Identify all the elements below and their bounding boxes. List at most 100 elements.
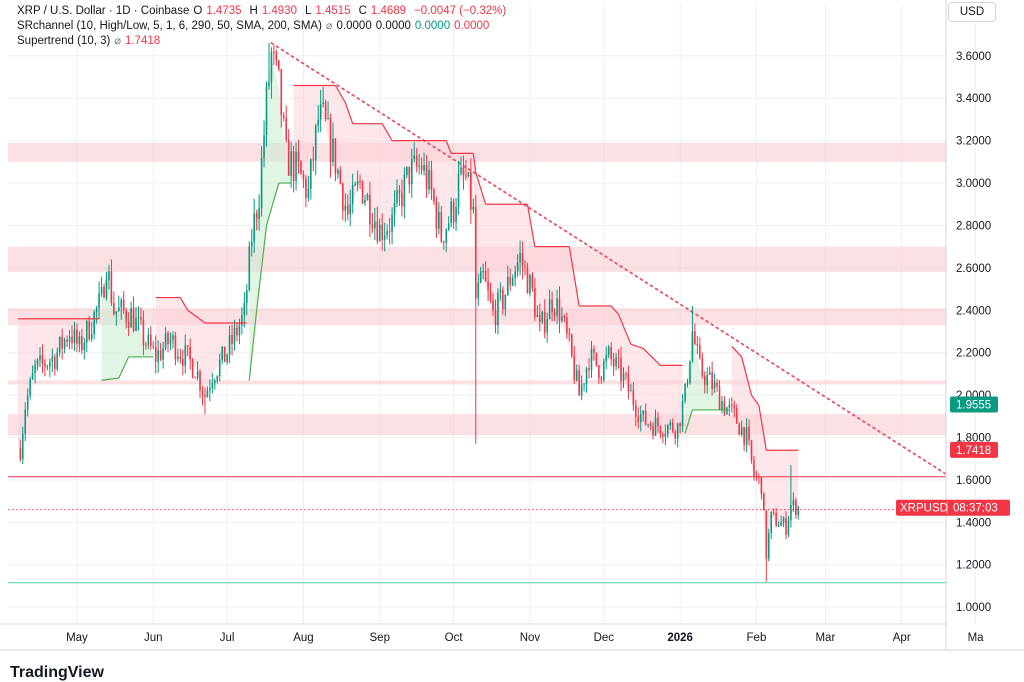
candle-body [354, 184, 356, 186]
candle-body [546, 319, 548, 333]
candle-body [570, 334, 573, 356]
candle-body [494, 310, 497, 326]
supertrend-segment [265, 182, 280, 226]
candle-body [76, 329, 78, 344]
legend-srchannel-row[interactable]: SRchannel (10, High/Low, 5, 1, 6, 290, 5… [17, 19, 510, 34]
supertrend-up-fill [128, 313, 154, 357]
change-value: −0.0047 (−0.32%) [414, 5, 507, 17]
candle-body [351, 185, 354, 205]
candle-body [482, 270, 484, 272]
candle-body [56, 352, 59, 370]
candle-body [701, 357, 704, 376]
candle-body [53, 356, 56, 370]
candle-body [548, 299, 551, 320]
candle-body [499, 289, 502, 293]
candle-body [460, 167, 462, 174]
supertrend-down-fill [527, 204, 535, 306]
candle-body [561, 316, 563, 321]
candle-body [593, 348, 595, 353]
symbol-title[interactable]: XRP / U.S. Dollar · 1D · Coinbase [17, 5, 190, 17]
candle-body [206, 390, 209, 398]
candle-body [465, 175, 467, 177]
candle-body [292, 151, 295, 182]
candle-body [177, 356, 179, 360]
candle-body [502, 289, 504, 310]
candles [19, 43, 800, 582]
candle-body [526, 266, 529, 294]
candle-body [524, 265, 526, 267]
candle-body [231, 335, 233, 344]
eye-icon[interactable]: ⌀ [114, 35, 121, 47]
candle-body [647, 424, 649, 426]
candle-body [216, 376, 219, 381]
candle-body [489, 290, 492, 300]
candle-body [157, 350, 159, 363]
candle-body [637, 416, 640, 423]
candle-body [713, 382, 716, 389]
candle-body [364, 199, 366, 204]
supertrend-segment [381, 123, 393, 141]
candle-body [721, 401, 723, 410]
candle-body [598, 365, 600, 379]
candle-body [280, 69, 283, 116]
candle-body [632, 390, 635, 406]
candle-body [393, 202, 396, 215]
candle-body [209, 388, 211, 391]
candle-body [314, 125, 317, 161]
candle-body [31, 373, 34, 380]
candle-body [474, 206, 477, 299]
candle-body [780, 522, 782, 527]
candle-body [182, 358, 184, 366]
price-tick-label: 2.8000 [956, 220, 991, 232]
candle-body [73, 329, 76, 344]
legend-supertrend-row[interactable]: Supertrend (10, 3) ⌀ 1.7418 [17, 34, 510, 49]
supertrend-down-fill [643, 348, 661, 426]
time-tick-label: Jun [144, 632, 163, 644]
candle-body [588, 368, 590, 371]
candle-body [260, 157, 263, 209]
candle-body [310, 159, 312, 189]
candle-body [122, 299, 125, 311]
supertrend-up-fill [266, 55, 279, 226]
candle-body [174, 335, 177, 360]
candle-body [462, 167, 465, 176]
currency-button[interactable]: USD [948, 2, 996, 22]
price-tag [950, 396, 998, 413]
candle-body [194, 377, 196, 379]
time-tick-label: Jul [220, 632, 235, 644]
candle-body [204, 394, 206, 398]
candle-body [51, 356, 54, 363]
supertrend-label[interactable]: Supertrend (10, 3) [17, 35, 111, 47]
candle-body [691, 331, 694, 362]
candle-body [578, 370, 580, 396]
candle-body [275, 51, 278, 61]
candle-body [172, 335, 174, 340]
candle-body [792, 500, 795, 506]
supertrend-up-fill [278, 87, 292, 183]
supertrend-segment [118, 356, 130, 379]
candle-body [211, 383, 214, 389]
candle-body [268, 82, 270, 87]
candle-body [24, 409, 27, 434]
price-tick-label: 3.4000 [956, 93, 991, 105]
candle-body [142, 319, 145, 345]
candle-body [366, 194, 369, 200]
eye-icon[interactable]: ⌀ [325, 20, 333, 32]
supertrend-down-fill [751, 395, 759, 482]
srchannel-value-2: 0.0000 [375, 20, 411, 32]
symbol-tag-label: XRPUSD [900, 503, 948, 515]
candle-body [371, 224, 374, 229]
candle-body [457, 173, 460, 208]
candle-body [521, 253, 524, 266]
candle-body [415, 155, 418, 167]
supertrend-down-fill [446, 140, 452, 225]
srchannel-label[interactable]: SRchannel (10, High/Low, 5, 1, 6, 290, 5… [17, 20, 322, 32]
candle-body [442, 241, 445, 243]
candle-body [381, 224, 384, 240]
candle-body [738, 423, 741, 435]
candle-body [406, 166, 408, 175]
candle-body [265, 86, 268, 136]
candle-body [85, 321, 88, 343]
